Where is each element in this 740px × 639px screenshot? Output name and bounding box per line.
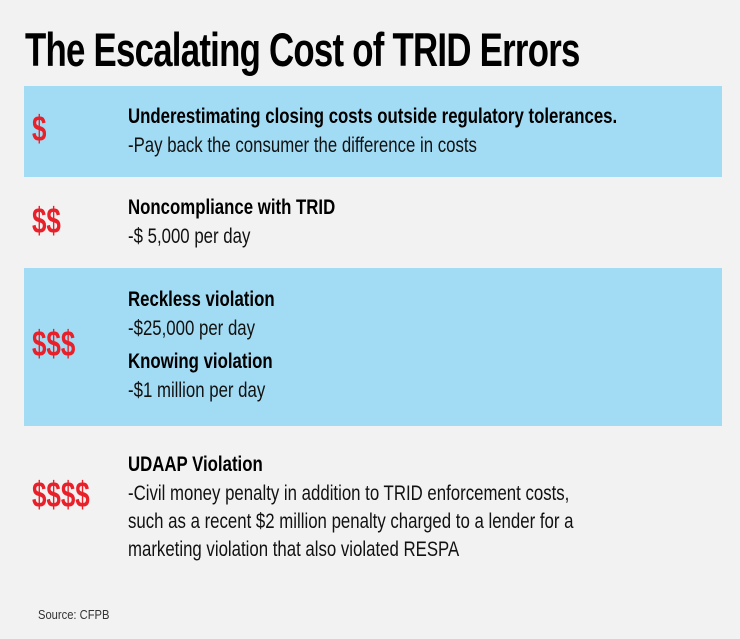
tier-1-dollar-icon: $	[32, 108, 47, 149]
tier-2-detail: -$ 5,000 per day	[128, 225, 251, 248]
tier-2-dollar-icon: $$	[32, 200, 61, 241]
tier-3-detail-reckless: -$25,000 per day	[128, 317, 256, 340]
tier-4-detail-line-2: such as a recent $2 million penalty char…	[128, 510, 574, 533]
tier-1-heading: Underestimating closing costs outside re…	[128, 105, 618, 128]
tier-1-text: Underestimating closing costs outside re…	[128, 104, 617, 159]
tier-4-text: UDAAP Violation -Civil money penalty in …	[128, 452, 573, 563]
tier-4-detail-line-1: -Civil money penalty in addition to TRID…	[128, 482, 570, 505]
tier-2-heading: Noncompliance with TRID	[128, 196, 336, 219]
page-title: The Escalating Cost of TRID Errors	[25, 23, 580, 76]
tier-3-band	[24, 268, 722, 426]
tier-4-heading: UDAAP Violation	[128, 453, 263, 476]
tier-4-dollar-icon: $$$$	[32, 474, 90, 515]
tier-3-detail-knowing: -$1 million per day	[128, 379, 266, 402]
tier-3-text: Reckless violation -$25,000 per day Know…	[128, 287, 275, 404]
source-note: Source: CFPB	[38, 607, 110, 622]
tier-3-heading-knowing: Knowing violation	[128, 350, 273, 373]
tier-3-heading-reckless: Reckless violation	[128, 288, 275, 311]
tier-2-text: Noncompliance with TRID -$ 5,000 per day	[128, 195, 335, 250]
tier-1-detail: -Pay back the consumer the difference in…	[128, 134, 477, 157]
tier-1-band	[24, 86, 722, 177]
tier-4-detail-line-3: marketing violation that also violated R…	[128, 538, 460, 561]
tier-3-dollar-icon: $$$	[32, 323, 76, 364]
